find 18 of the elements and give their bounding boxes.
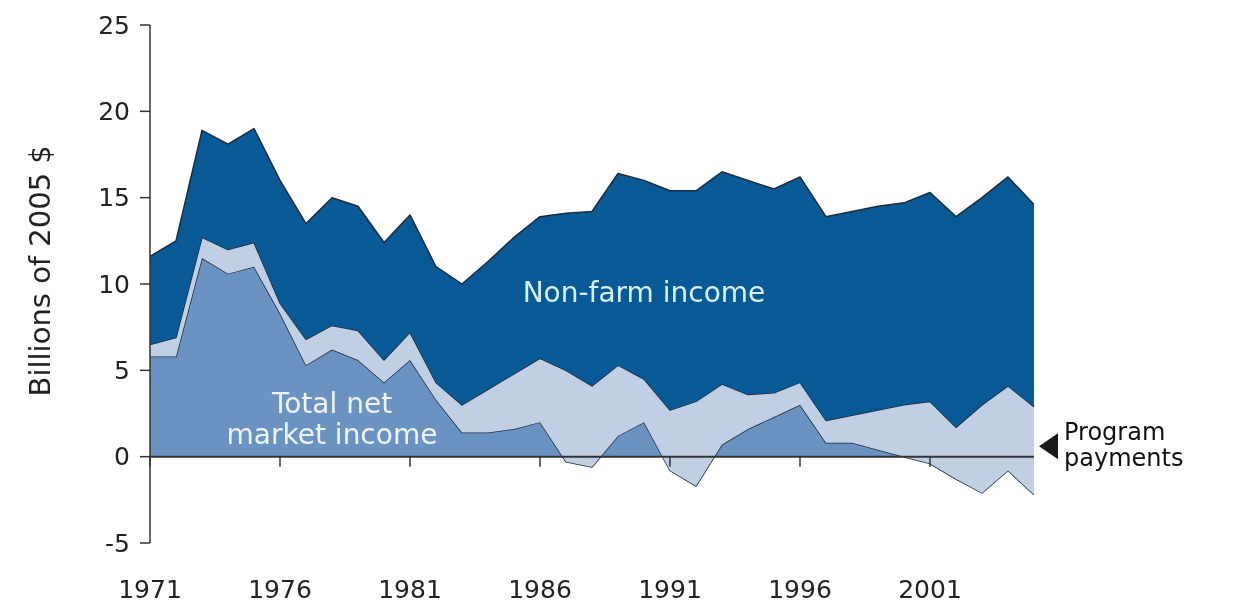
x-tick-label: 1976 xyxy=(248,575,312,603)
x-tick-label: 1986 xyxy=(508,575,572,603)
x-tick-label: 2001 xyxy=(898,575,962,603)
y-tick-label: 15 xyxy=(98,183,130,213)
x-tick-label: 1971 xyxy=(118,575,182,603)
y-tick-label: 10 xyxy=(98,269,130,299)
x-tick-label: 1981 xyxy=(378,575,442,603)
y-tick-label: 25 xyxy=(98,10,130,40)
y-tick-label: 0 xyxy=(114,442,130,472)
y-tick-label: 5 xyxy=(114,356,130,386)
x-tick-label: 1996 xyxy=(768,575,832,603)
y-tick-label: 20 xyxy=(98,97,130,127)
series-label: Non-farm income xyxy=(522,276,766,310)
y-axis-title: Billions of 2005 $ xyxy=(23,145,57,397)
x-tick-label: 1991 xyxy=(638,575,702,603)
series-label: Total net market income xyxy=(226,387,438,452)
y-tick-label: -5 xyxy=(105,528,130,558)
series-label: Program payments xyxy=(1064,417,1184,473)
